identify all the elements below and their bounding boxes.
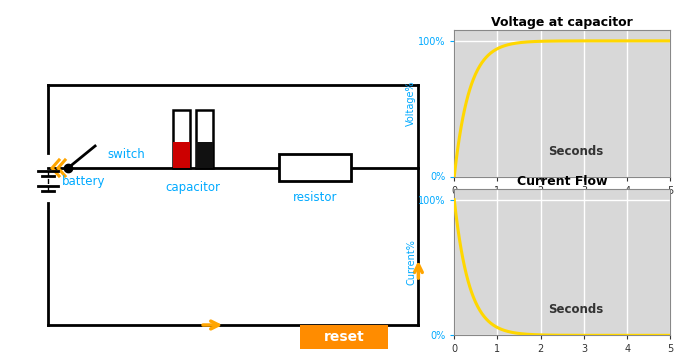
- Bar: [196, 110, 214, 168]
- Y-axis label: Voltage%: Voltage%: [407, 80, 416, 126]
- Bar: [173, 142, 190, 168]
- Bar: [279, 154, 352, 181]
- Title: Voltage at capacitor: Voltage at capacitor: [492, 16, 633, 29]
- Text: switch: switch: [107, 148, 145, 161]
- Text: resistor: resistor: [293, 191, 337, 204]
- Text: capacitor: capacitor: [166, 181, 221, 194]
- Text: Seconds: Seconds: [547, 144, 603, 157]
- Bar: [301, 325, 388, 349]
- Bar: [173, 110, 190, 168]
- Text: battery: battery: [62, 174, 105, 187]
- Y-axis label: Current%: Current%: [407, 239, 416, 285]
- Text: reset: reset: [324, 330, 364, 344]
- Title: Current Flow: Current Flow: [517, 175, 608, 188]
- Text: Seconds: Seconds: [547, 303, 603, 316]
- Bar: [196, 142, 214, 168]
